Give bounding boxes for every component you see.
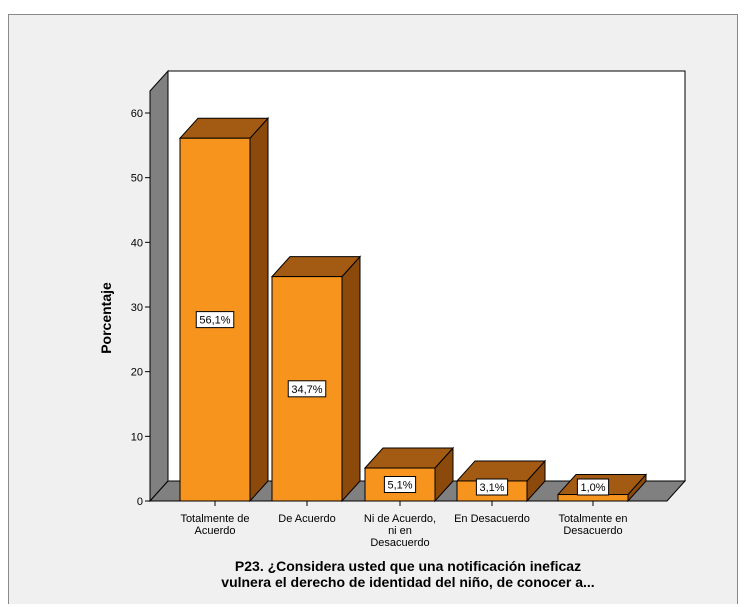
y-tick-label: 20 [131,367,143,379]
x-tick-label: Totalmente en Desacuerdo [558,513,627,537]
x-tick-label: Totalmente de Acuerdo [180,513,249,537]
y-tick-label: 50 [131,173,143,185]
x-tick-label: En Desacuerdo [454,513,530,525]
x-axis-title-line: P23. ¿Considera usted que una notificaci… [235,558,581,574]
bar-side [341,255,361,503]
y-tick-label: 30 [131,302,143,314]
y-tick-label: 40 [131,237,143,249]
bar: 1,0% [556,473,648,503]
data-label-box [383,476,417,494]
data-label: 1,0% [580,482,605,494]
data-label-box [475,478,509,496]
chart-frame: 0 10 20 30 40 50 60 56,1% 34,7% 5,1% 3,1% 1,0% Tot… [8,14,738,604]
bar-front [557,494,629,502]
data-label-box [287,380,327,398]
bar: 5,1% [363,446,455,503]
data-label: 34,7% [291,384,322,396]
bar: 3,1% [455,459,547,503]
y-tick-label: 10 [131,431,143,443]
bar-side [249,116,269,503]
bar: 56,1% [178,116,270,503]
data-label: 5,1% [387,480,412,492]
x-tick-label: De Acuerdo [278,513,335,525]
data-label-box [576,478,610,496]
data-label: 56,1% [199,315,230,327]
x-tick-label: Ni de Acuerdo, ni en Desacuerdo [364,513,436,549]
bar: 34,7% [270,255,362,503]
data-label: 3,1% [479,482,504,494]
x-axis-title: P23. ¿Considera usted que una notificaci… [221,558,594,590]
side-wall [149,69,169,503]
y-axis-title: Porcentaje [98,282,114,354]
bar-chart: 0 10 20 30 40 50 60 56,1% 34,7% 5,1% 3,1% 1,0% Tot… [98,69,687,590]
y-tick-label: 60 [131,108,143,120]
y-tick-label: 0 [137,496,143,508]
data-label-box [195,311,235,329]
x-axis-title-line: vulnera el derecho de identidad del niño… [221,574,594,590]
